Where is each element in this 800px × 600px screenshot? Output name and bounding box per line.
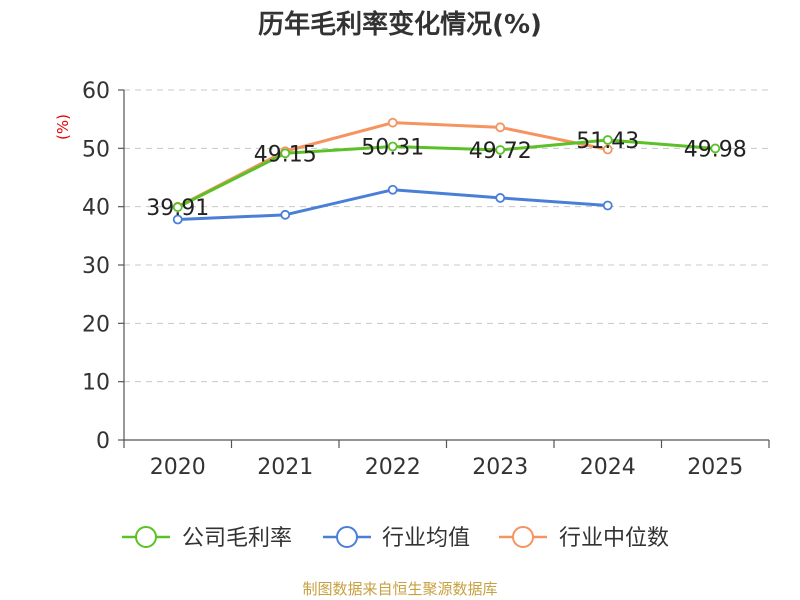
data-point: [602, 200, 613, 211]
y-tick-label: 10: [82, 371, 110, 396]
data-label: 39.91: [146, 196, 209, 221]
y-tick-label: 40: [82, 196, 110, 221]
data-point: [495, 193, 506, 203]
data-point: [602, 135, 613, 145]
data-label: 49.98: [684, 137, 747, 162]
legend-marker: [512, 526, 534, 548]
data-point: [495, 145, 506, 155]
data-point: [710, 143, 721, 154]
x-tick-label: 2025: [687, 455, 743, 480]
x-tick-label: 2020: [150, 455, 206, 480]
y-tick-label: 30: [82, 254, 110, 279]
grid-lines: [124, 89, 769, 383]
data-label: 49.15: [254, 142, 317, 167]
data-point: [280, 148, 291, 159]
data-point: [495, 122, 506, 133]
y-tick-label: 0: [96, 429, 110, 454]
chart-title: 历年毛利率变化情况(%): [258, 9, 542, 40]
data-point: [602, 144, 613, 155]
x-tick-label: 2021: [257, 455, 313, 480]
legend-label: 行业均值: [382, 526, 470, 551]
y-axis-unit-label: (%): [54, 114, 72, 140]
data-point: [172, 202, 183, 213]
y-tick-labels: 0 10 20 30 40 50 60: [82, 79, 110, 454]
data-labels: 39.91 49.15 50.31 49.72 51.43 49.98: [146, 129, 746, 221]
legend-marker: [135, 526, 157, 548]
x-tick-label: 2022: [365, 455, 421, 480]
legend-label: 行业中位数: [559, 526, 669, 551]
x-tick-labels: 2020 2021 2022 2023 2024 2025: [150, 455, 744, 480]
data-point: [387, 141, 398, 152]
data-point: [172, 214, 183, 225]
axes: [118, 89, 770, 448]
data-label: 50.31: [361, 136, 424, 161]
y-tick-label: 60: [82, 79, 110, 104]
source-note: 制图数据来自恒生聚源数据库: [302, 580, 497, 598]
legend-marker: [336, 526, 358, 548]
y-tick-label: 50: [82, 137, 110, 162]
x-tick-label: 2023: [472, 455, 528, 480]
legend-label: 公司毛利率: [182, 526, 292, 551]
y-tick-label: 20: [82, 312, 110, 337]
data-label: 49.72: [469, 139, 532, 164]
data-point: [280, 209, 291, 220]
data-label: 51.43: [576, 129, 639, 154]
series-line: [177, 138, 716, 209]
series-lines: [172, 117, 721, 225]
legend: 公司毛利率 行业均值 行业中位数: [122, 526, 669, 551]
data-point: [387, 117, 398, 128]
data-point: [387, 184, 398, 195]
x-tick-label: 2024: [580, 455, 636, 480]
